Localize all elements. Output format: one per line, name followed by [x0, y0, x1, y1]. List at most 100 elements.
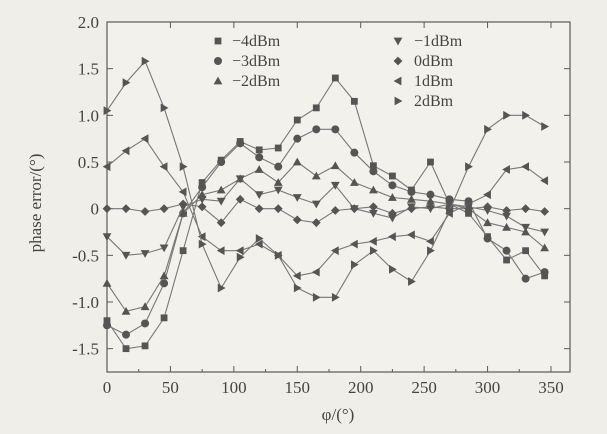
data-point-0dbm	[197, 202, 207, 212]
data-point-2dbm	[273, 178, 283, 186]
data-point-3dbm	[521, 274, 530, 283]
data-point-1dbm	[273, 186, 283, 195]
data-point-1dbm	[102, 233, 112, 242]
data-point-3dbm	[312, 125, 321, 134]
data-point-2dbm	[484, 124, 492, 134]
data-point-0dbm	[502, 206, 511, 215]
data-point-2dbm	[503, 110, 511, 120]
x-tick-label: 100	[221, 378, 247, 397]
y-tick-label: 2.0	[78, 13, 99, 32]
data-point-2dbm	[312, 292, 321, 302]
data-point-3dbm	[103, 321, 111, 330]
data-point-4dbm	[141, 342, 149, 350]
data-point-1dbm	[540, 176, 549, 186]
legend-label: 1dBm	[414, 73, 454, 90]
series-1dbm	[102, 134, 549, 281]
legend-label: 2dBm	[414, 93, 454, 110]
data-point-2dbm	[102, 278, 112, 287]
x-tick-label: 0	[103, 378, 112, 397]
series-0dbm	[102, 194, 550, 228]
data-point-1dbm	[292, 194, 302, 202]
data-point-2dbm	[349, 178, 359, 186]
data-point-2dbm	[178, 208, 188, 217]
data-point-3dbm	[217, 158, 226, 166]
data-point-0dbm	[273, 204, 283, 214]
data-point-2dbm	[388, 193, 397, 201]
data-point-0dbm	[349, 204, 359, 214]
data-point-3dbm	[274, 162, 283, 171]
plot-frame	[106, 21, 571, 373]
data-point-3dbm	[198, 183, 207, 192]
data-point-0dbm	[388, 208, 397, 218]
legend-marker-4	[393, 56, 403, 66]
data-point-1dbm	[140, 134, 149, 144]
data-point-2dbm	[426, 196, 435, 205]
data-point-2dbm	[159, 271, 169, 280]
series-line-4dbm	[106, 77, 546, 350]
data-point-0dbm	[102, 204, 112, 214]
data-point-3dbm	[293, 134, 302, 143]
data-point-1dbm	[159, 162, 168, 172]
data-point-2dbm	[446, 206, 454, 215]
data-point-1dbm	[388, 232, 396, 242]
data-point-0dbm	[235, 194, 245, 204]
data-point-4dbm	[427, 158, 434, 166]
data-point-1dbm	[502, 165, 510, 174]
data-point-4dbm	[522, 247, 530, 255]
x-tick-label: 300	[475, 378, 501, 397]
data-point-4dbm	[179, 247, 187, 255]
x-tick-label: 150	[285, 378, 311, 397]
data-point-2dbm	[140, 302, 150, 311]
y-tick-label: 0	[91, 200, 100, 219]
data-point-1dbm	[388, 214, 397, 223]
x-tick-label: 350	[538, 378, 564, 397]
data-point-4dbm	[503, 256, 510, 264]
data-point-4dbm	[274, 144, 282, 152]
data-point-1dbm	[197, 195, 207, 204]
data-point-3dbm	[483, 234, 492, 243]
data-point-2dbm	[236, 252, 245, 262]
y-tick-label: -1.5	[72, 340, 99, 359]
data-point-2dbm	[407, 194, 416, 203]
data-point-0dbm	[330, 206, 340, 215]
data-point-2dbm	[408, 277, 416, 286]
data-point-1dbm	[483, 190, 491, 200]
legend-marker-2	[213, 76, 223, 85]
data-point-1dbm	[235, 246, 244, 256]
data-point-2dbm	[465, 162, 473, 172]
data-point-4dbm	[350, 97, 358, 105]
data-point-2dbm	[141, 56, 150, 66]
data-point-4dbm	[465, 209, 472, 217]
y-tick-label: 1.0	[78, 106, 99, 125]
legend-label: −4dBm	[232, 33, 281, 50]
data-point-1dbm	[159, 244, 169, 253]
data-point-1dbm	[407, 230, 415, 240]
data-point-3dbm	[141, 319, 150, 328]
data-point-1dbm	[502, 212, 511, 221]
data-point-1dbm	[311, 200, 321, 209]
data-point-3dbm	[540, 268, 549, 277]
data-point-0dbm	[426, 202, 435, 212]
data-point-2dbm	[483, 218, 492, 227]
x-tick-label: 250	[411, 378, 437, 397]
data-point-1dbm	[368, 236, 377, 246]
data-point-0dbm	[464, 204, 473, 214]
data-point-0dbm	[292, 215, 302, 225]
data-point-1dbm	[102, 162, 111, 172]
data-point-0dbm	[216, 218, 226, 228]
data-point-3dbm	[369, 167, 378, 176]
data-point-2dbm	[368, 185, 378, 194]
data-point-1dbm	[140, 250, 150, 258]
data-point-0dbm	[368, 202, 378, 212]
data-point-4dbm	[198, 179, 206, 186]
data-point-1dbm	[311, 267, 320, 277]
data-point-2dbm	[254, 165, 264, 173]
data-point-4dbm	[160, 314, 168, 322]
data-point-3dbm	[122, 330, 131, 339]
data-point-0dbm	[311, 218, 321, 228]
data-point-3dbm	[331, 125, 340, 134]
legend-marker-3	[393, 37, 403, 46]
data-point-1dbm	[216, 246, 225, 256]
data-point-2dbm	[541, 122, 550, 131]
data-point-1dbm	[349, 239, 358, 249]
